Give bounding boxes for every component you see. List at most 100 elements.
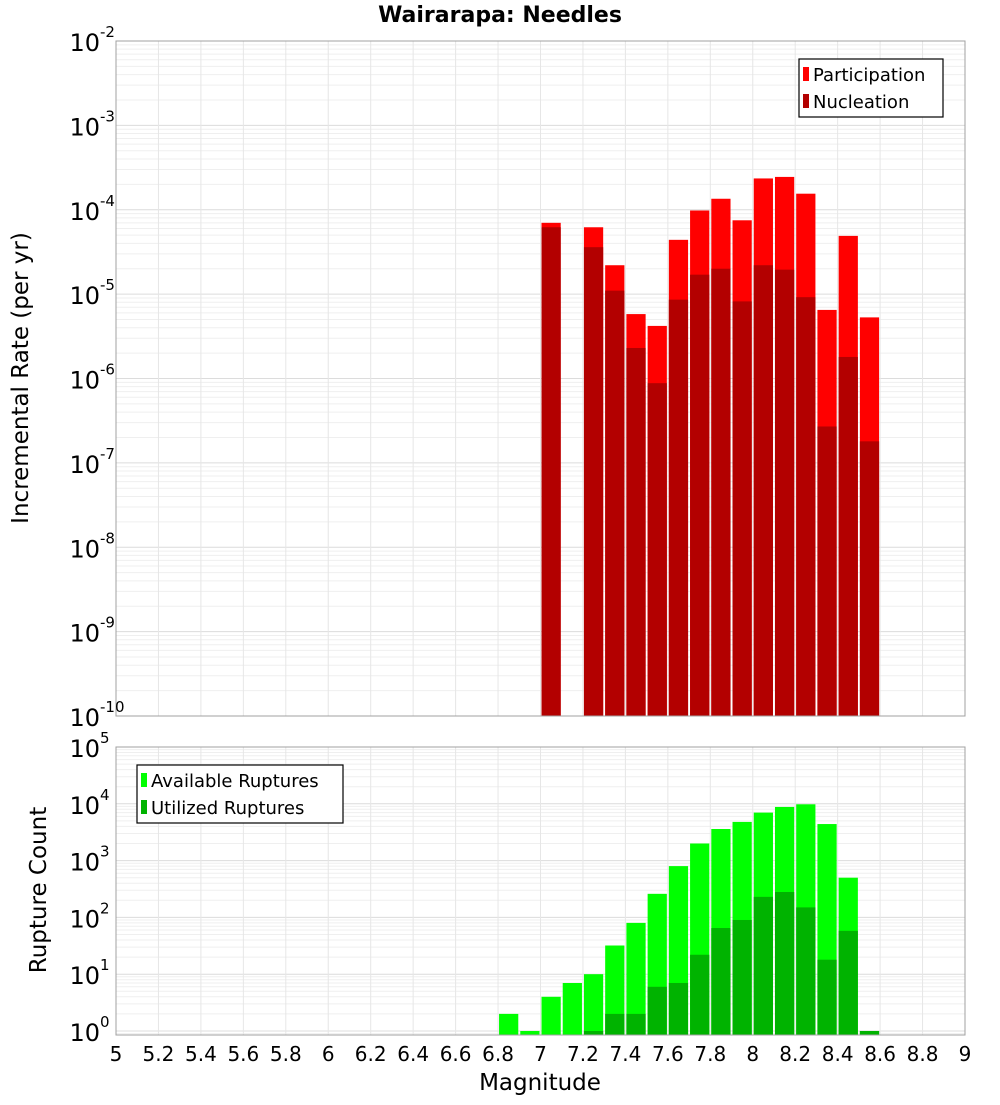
bar-utilized-ruptures [711, 928, 731, 1035]
bar-nucleation [626, 347, 646, 716]
bar-nucleation [668, 299, 689, 716]
bar-utilized-ruptures [859, 1030, 880, 1035]
y-tick-exponent: -3 [100, 107, 115, 125]
legend-entry: Participation [813, 65, 925, 86]
x-tick-label: 6 [322, 1042, 335, 1066]
x-tick-label: 5.2 [143, 1042, 175, 1066]
legend-swatch [803, 67, 809, 81]
x-tick-label: 9 [959, 1042, 972, 1066]
bar-nucleation [796, 297, 816, 716]
legend-entry: Available Ruptures [151, 771, 319, 792]
bar-nucleation [817, 426, 837, 716]
bar-utilized-ruptures [668, 982, 689, 1035]
legend-swatch [141, 773, 147, 787]
y-tick-exponent: 5 [100, 729, 110, 747]
bar-nucleation [732, 301, 752, 716]
bar-nucleation [838, 356, 858, 716]
y-tick-exponent: -9 [100, 614, 115, 632]
y-tick-label: 10 [69, 451, 100, 479]
bar-available-ruptures [562, 982, 582, 1035]
bar-nucleation [774, 269, 795, 716]
bar-utilized-ruptures [732, 919, 752, 1035]
y-tick-label: 10 [69, 535, 100, 563]
y-tick-exponent: -8 [100, 529, 115, 547]
y-tick-exponent: -10 [100, 698, 125, 716]
y-tick-label: 10 [69, 962, 100, 990]
legend-entry: Nucleation [813, 92, 909, 113]
bar-utilized-ruptures [583, 1030, 604, 1035]
x-tick-label: 7.4 [609, 1042, 641, 1066]
bar-nucleation [647, 383, 667, 716]
bar-utilized-ruptures [753, 896, 773, 1035]
plot-border [115, 746, 966, 1036]
y-tick-label: 10 [69, 792, 100, 820]
y-tick-label: 10 [69, 905, 100, 933]
x-tick-label: 8 [746, 1042, 759, 1066]
bar-utilized-ruptures [647, 986, 667, 1035]
x-tick-label: 6.2 [355, 1042, 387, 1066]
y-tick-exponent: -5 [100, 276, 115, 294]
bar-available-ruptures [499, 1013, 519, 1035]
y-tick-label: 10 [69, 704, 100, 732]
rupture-count-plot: 10 010 110 210 310 410 55 5.2 5.4 5.6 5.8 6 6.2 6.4 6.… [69, 729, 971, 1066]
x-tick-label: 5 [110, 1042, 123, 1066]
y-tick-label: 10 [69, 367, 100, 395]
y-tick-exponent: -6 [100, 361, 115, 379]
bar-available-ruptures [605, 945, 625, 1035]
y-tick-label: 10 [69, 1019, 100, 1047]
legend-entry: Utilized Ruptures [151, 798, 304, 819]
bar-nucleation [605, 290, 625, 716]
bar-available-ruptures [626, 922, 646, 1035]
y-tick-exponent: -7 [100, 445, 115, 463]
y-tick-exponent: -4 [100, 192, 115, 210]
bar-utilized-ruptures [605, 1013, 625, 1035]
x-tick-label: 5.4 [185, 1042, 217, 1066]
bar-nucleation [859, 441, 880, 716]
bar-nucleation [711, 268, 731, 716]
x-tick-label: 8.4 [822, 1042, 854, 1066]
plot-border [115, 40, 966, 717]
chart-title: Wairarapa: Needles [378, 3, 622, 28]
x-tick-label: 6.8 [482, 1042, 514, 1066]
bar-utilized-ruptures [690, 954, 710, 1035]
x-tick-label: 7.2 [567, 1042, 599, 1066]
y-tick-exponent: 4 [100, 786, 110, 804]
y-tick-label: 10 [69, 282, 100, 310]
bar-utilized-ruptures [838, 930, 858, 1035]
x-tick-label: 6.6 [440, 1042, 472, 1066]
y-tick-label: 10 [69, 29, 100, 57]
bar-utilized-ruptures [817, 959, 837, 1035]
x-axis-label: Magnitude [479, 1070, 601, 1096]
y-axis-label-top: Incremental Rate (per yr) [8, 232, 34, 524]
rate-legend: Participation Nucleation [798, 58, 944, 118]
legend-box [136, 764, 344, 824]
y-tick-label: 10 [69, 735, 100, 763]
bar-utilized-ruptures [796, 907, 816, 1035]
bar-utilized-ruptures [626, 1013, 646, 1035]
x-tick-label: 7.6 [652, 1042, 684, 1066]
y-axis-label-bottom: Rupture Count [26, 807, 52, 973]
y-tick-exponent: 0 [100, 1013, 110, 1031]
y-tick-label: 10 [69, 620, 100, 648]
x-tick-label: 7 [534, 1042, 547, 1066]
legend-swatch [141, 800, 147, 814]
x-tick-label: 5.8 [270, 1042, 302, 1066]
bar-nucleation [690, 274, 710, 716]
x-tick-label: 5.6 [227, 1042, 259, 1066]
bar-available-ruptures [541, 996, 561, 1035]
y-tick-exponent: -2 [100, 23, 115, 41]
x-tick-label: 8.8 [907, 1042, 939, 1066]
legend-swatch [803, 94, 809, 108]
bar-nucleation [583, 247, 604, 716]
bar-utilized-ruptures [774, 891, 795, 1035]
y-tick-label: 10 [69, 198, 100, 226]
legend-box [798, 58, 944, 118]
x-tick-label: 6.4 [397, 1042, 429, 1066]
bar-available-ruptures [583, 974, 604, 1035]
bar-nucleation [753, 265, 773, 716]
bar-available-ruptures [520, 1030, 540, 1035]
x-tick-label: 7.8 [694, 1042, 726, 1066]
